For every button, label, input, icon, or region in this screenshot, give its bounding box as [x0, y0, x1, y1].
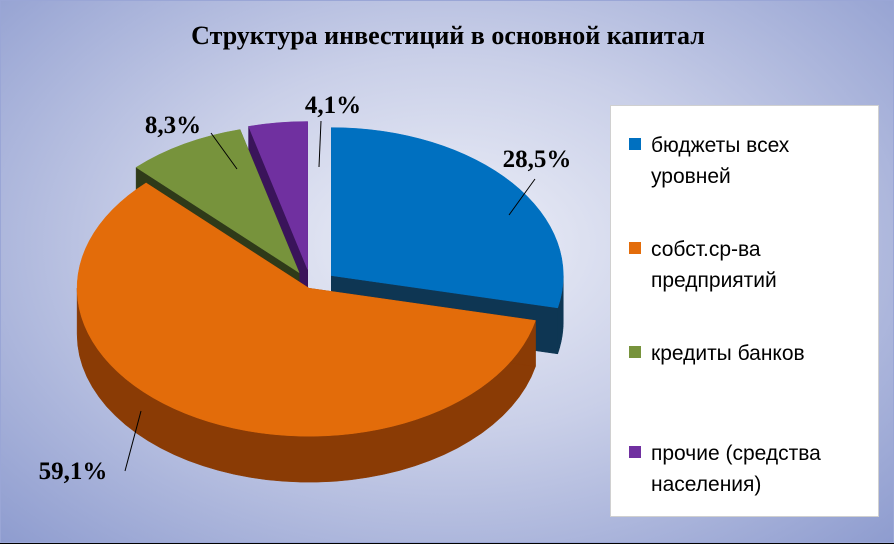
legend-swatch-own-funds [629, 242, 641, 254]
data-label-budgets: 28,5% [503, 146, 572, 173]
legend-label-own-funds: собст.ср-ва предприятий [651, 238, 777, 292]
leader-line-budgets [508, 178, 536, 216]
pie-slice-own-funds [76, 182, 536, 437]
pie-slice-bank-credits [135, 129, 300, 274]
data-label-bank-credits: 8,3% [145, 112, 201, 139]
legend-swatch-budgets [629, 138, 641, 150]
legend-swatch-other [629, 446, 641, 458]
legend-swatch-bank-credits [629, 346, 641, 358]
pie-tops [76, 121, 564, 437]
leader-line-other [318, 120, 322, 168]
leader-line-bank-credits [210, 132, 238, 170]
data-label-own-funds: 59,1% [39, 458, 108, 485]
legend-label-other: прочие (средства населения) [651, 442, 821, 496]
legend-label-bank-credits: кредиты банков [651, 342, 805, 365]
legend-label-budgets: бюджеты всех уровней [651, 134, 790, 188]
pie-slice-other [248, 121, 308, 270]
pie-slice-budgets [331, 127, 564, 309]
chart-title: Структура инвестиций в основной капитал [191, 21, 705, 50]
leader-line-own-funds [124, 410, 142, 472]
chart-legend: бюджеты всех уровней собст.ср-ва предпри… [610, 105, 879, 517]
data-label-other: 4,1% [305, 92, 361, 119]
